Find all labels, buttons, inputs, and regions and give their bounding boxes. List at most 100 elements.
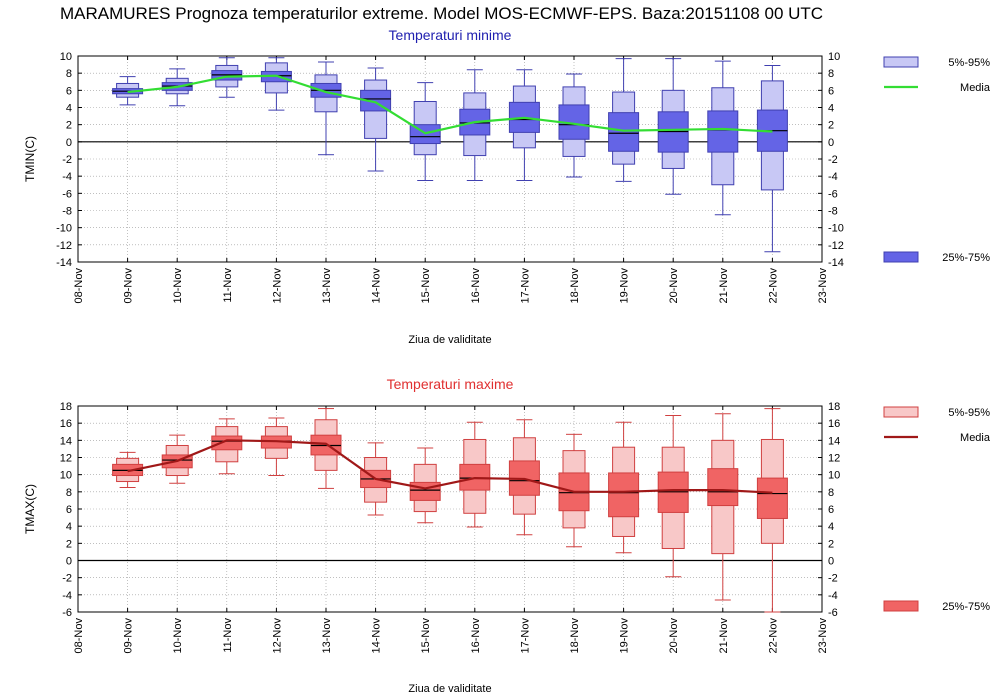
x-tick-label: 11-Nov (222, 268, 234, 303)
y-tick-label-left: 2 (66, 120, 72, 132)
legend-item-line: Media (884, 82, 991, 94)
box-12-Nov (260, 417, 292, 477)
legend-swatch-inner (883, 600, 919, 612)
box-17-Nov (508, 419, 540, 536)
box-13-Nov (310, 61, 342, 156)
y-tick-label-right: -4 (828, 171, 838, 183)
x-tick-label: 13-Nov (321, 618, 333, 654)
box-20-Nov (657, 58, 689, 195)
x-axis-label: Ziua de validitate (408, 683, 491, 695)
x-tick-label: 14-Nov (371, 268, 383, 304)
x-tick-label: 12-Nov (271, 268, 283, 304)
x-tick-label: 09-Nov (123, 268, 135, 304)
box-inner-range (409, 481, 441, 501)
panel-tmin: Temperaturi minime 10 10 8 8 6 6 4 4 2 2 0 0 -2 -2 -4 -4… (23, 27, 991, 346)
box-22-Nov (756, 64, 788, 253)
y-tick-label-left: -14 (56, 257, 72, 269)
box-21-Nov (707, 60, 739, 216)
x-tick-label: 13-Nov (321, 268, 333, 304)
legend-item-line: Media (884, 432, 991, 444)
y-tick-label-left: 10 (60, 470, 72, 482)
y-tick-label-left: 0 (66, 137, 72, 149)
y-tick-label-left: -6 (62, 607, 72, 619)
y-tick-label-right: -6 (828, 188, 838, 200)
x-tick-label: 14-Nov (371, 618, 383, 654)
x-tick-label: 17-Nov (519, 268, 531, 304)
x-tick-label: 19-Nov (619, 618, 631, 654)
x-tick-label: 17-Nov (519, 618, 531, 654)
chart-title: Temperaturi maxime (387, 376, 514, 392)
x-tick-label: 20-Nov (668, 618, 680, 654)
x-tick-label: 21-Nov (718, 268, 730, 304)
y-tick-label-left: -10 (56, 223, 72, 235)
box-inner-range (211, 435, 243, 451)
legend-label: 25%-75% (942, 601, 990, 613)
x-axis-label: Ziua de validitate (408, 334, 491, 346)
y-tick-label-right: 18 (828, 401, 840, 413)
y-tick-label-right: 8 (828, 68, 834, 80)
y-tick-label-right: -10 (828, 223, 844, 235)
y-tick-label-left: 4 (66, 103, 72, 115)
x-tick-label: 16-Nov (470, 618, 482, 654)
x-tick-label: 15-Nov (420, 268, 432, 304)
x-tick-label: 08-Nov (73, 268, 85, 304)
legend-label: Media (960, 82, 991, 94)
panel-tmax: Temperaturi maxime 18 18 16 16 14 14 12 12 10 10 8 8… (23, 376, 991, 695)
y-tick-label-left: -4 (62, 590, 72, 602)
legend-item-outer_range: 5%-95% (883, 56, 990, 69)
y-tick-label-left: -2 (62, 154, 72, 166)
x-tick-label: 09-Nov (123, 618, 135, 654)
box-19-Nov (608, 421, 640, 554)
box-22-Nov (756, 408, 788, 613)
x-tick-label: 21-Nov (718, 618, 730, 654)
x-tick-label: 18-Nov (569, 618, 581, 654)
page-title: MARAMURES Prognoza temperaturilor extrem… (60, 4, 824, 23)
box-16-Nov (459, 421, 491, 528)
box-15-Nov (409, 82, 441, 181)
x-tick-label: 10-Nov (172, 268, 184, 304)
y-tick-label-right: 14 (828, 435, 840, 447)
y-tick-label-left: -8 (62, 206, 72, 218)
y-tick-label-left: 18 (60, 401, 72, 413)
box-inner-range (608, 112, 640, 152)
legend-item-inner_range: 25%-75% (883, 600, 990, 613)
y-tick-label-left: -4 (62, 171, 72, 183)
y-tick-label-right: 16 (828, 418, 840, 430)
media-line (127, 74, 773, 135)
x-tick-label: 12-Nov (271, 618, 283, 654)
y-tick-label-left: 6 (66, 85, 72, 97)
box-11-Nov (211, 418, 243, 475)
y-tick-label-left: -6 (62, 188, 72, 200)
box-inner-range (707, 110, 739, 153)
x-tick-label: 10-Nov (172, 618, 184, 654)
x-tick-label: 20-Nov (668, 268, 680, 304)
x-tick-label: 18-Nov (569, 268, 581, 304)
y-tick-label-left: 2 (66, 538, 72, 550)
y-tick-label-left: 8 (66, 487, 72, 499)
y-tick-label-right: -8 (828, 206, 838, 218)
y-tick-label-left: -2 (62, 573, 72, 585)
y-axis-label: TMAX(C) (23, 484, 37, 534)
y-tick-label-right: -2 (828, 154, 838, 166)
legend-item-outer_range: 5%-95% (883, 406, 990, 419)
x-tick-label: 23-Nov (817, 618, 829, 654)
y-tick-label-right: -6 (828, 607, 838, 619)
y-tick-label-left: 6 (66, 504, 72, 516)
y-tick-label-right: 10 (828, 51, 840, 63)
y-tick-label-right: 6 (828, 504, 834, 516)
y-tick-label-right: -4 (828, 590, 838, 602)
legend-item-inner_range: 25%-75% (883, 251, 990, 264)
y-tick-label-right: 8 (828, 487, 834, 499)
legend-swatch-inner (883, 251, 919, 263)
legend-label: 25%-75% (942, 252, 990, 264)
y-tick-label-right: 2 (828, 120, 834, 132)
y-tick-label-left: 0 (66, 556, 72, 568)
y-tick-label-left: 16 (60, 418, 72, 430)
y-tick-label-left: 10 (60, 51, 72, 63)
box-17-Nov (508, 69, 540, 181)
box-inner-range (707, 468, 739, 507)
legend-swatch-outer (883, 406, 919, 418)
y-tick-label-right: 6 (828, 85, 834, 97)
x-tick-label: 15-Nov (420, 618, 432, 654)
